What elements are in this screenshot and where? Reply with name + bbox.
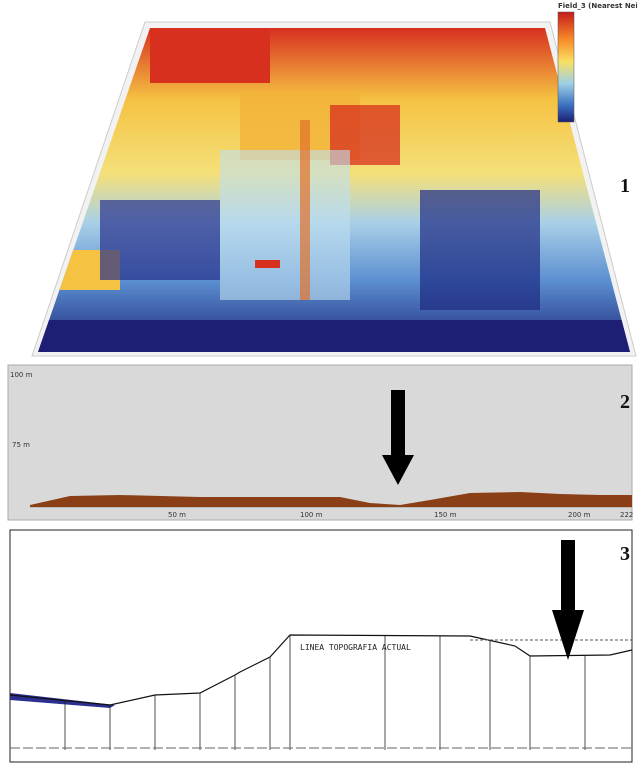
panel-number: 3 — [620, 543, 630, 565]
arrow — [382, 390, 414, 485]
panel-2: 100 m 75 m 50 m 100 m 150 m 200 m 222 2 — [7, 364, 633, 521]
panel-number: 2 — [620, 391, 630, 413]
panel-3: LINEA TOPOGRAFIA ACTUAL 3 — [9, 529, 633, 763]
annotation: LINEA TOPOGRAFIA ACTUAL — [300, 643, 411, 652]
x-label: 200 m — [568, 511, 591, 519]
section-frame — [9, 529, 633, 763]
x-label: 50 m — [168, 511, 186, 519]
panel-number: 1 — [620, 175, 630, 197]
terrain-profile — [30, 492, 632, 507]
legend-title: Field_3 (Nearest Neigh) — [558, 2, 637, 10]
y-label: 100 m — [10, 371, 33, 379]
panel-1: Field_3 (Nearest Neigh) 1 — [31, 2, 637, 357]
color-bar — [557, 11, 575, 123]
vertical-lines — [64, 635, 586, 750]
x-label: 222 — [620, 511, 633, 519]
x-label: 150 m — [434, 511, 457, 519]
patches — [38, 28, 630, 352]
y-label: 75 m — [12, 441, 30, 449]
x-label: 100 m — [300, 511, 323, 519]
arrow — [552, 540, 584, 660]
